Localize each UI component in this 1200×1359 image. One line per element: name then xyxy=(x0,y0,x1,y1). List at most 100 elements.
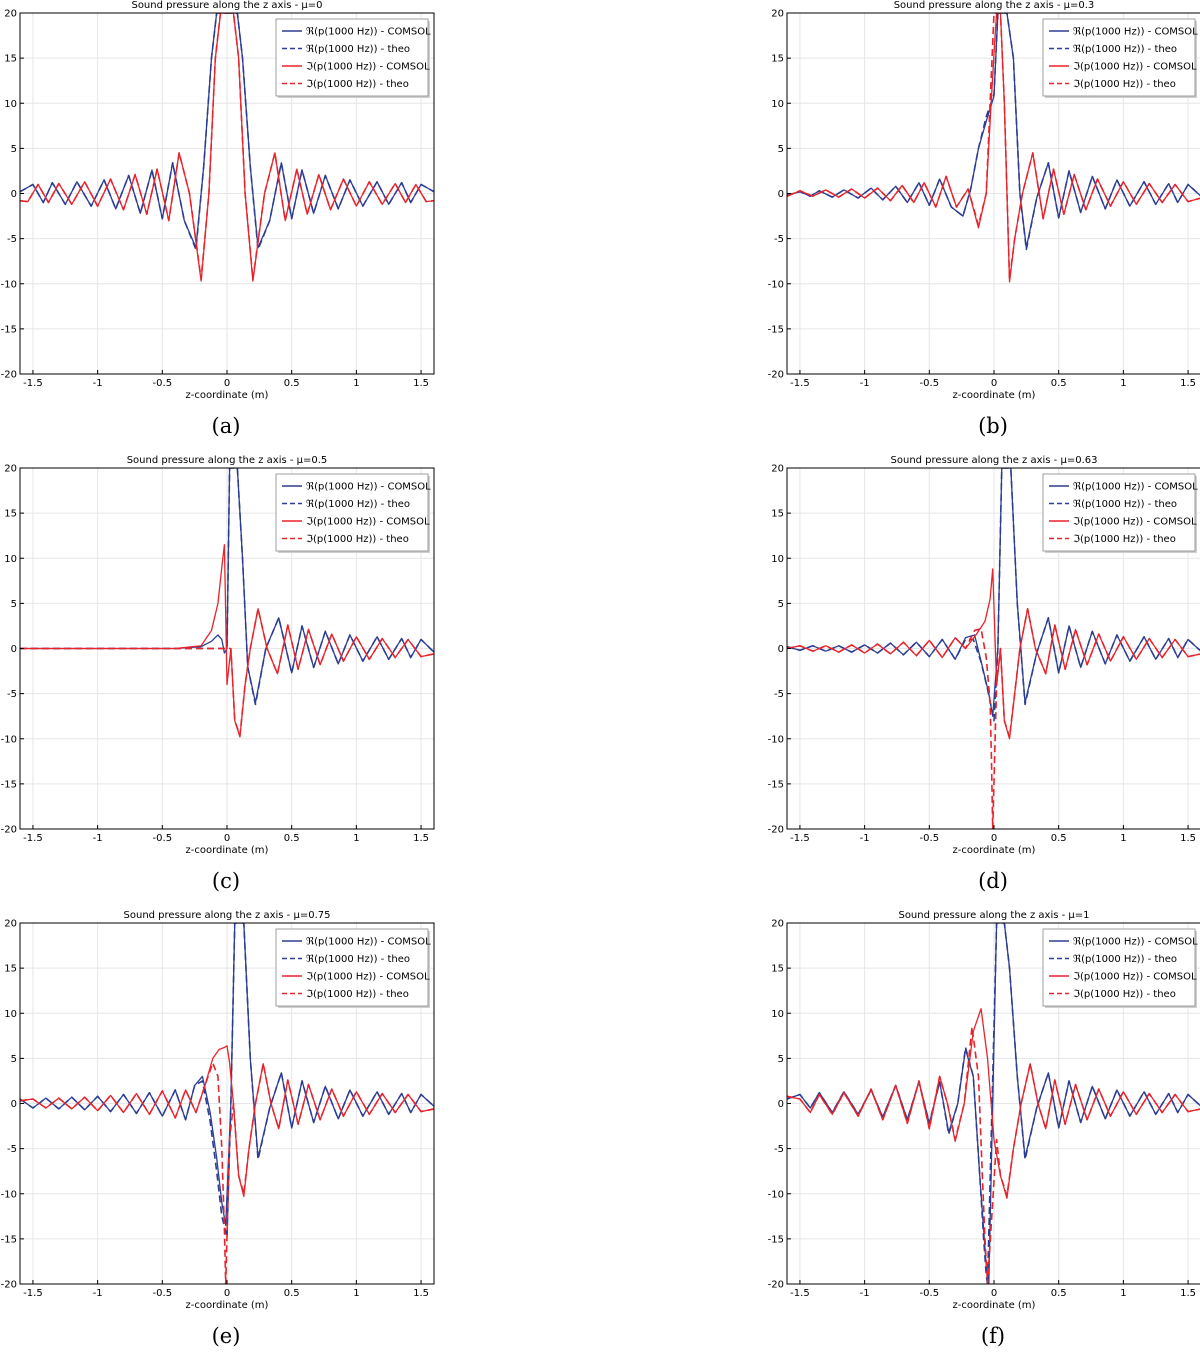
legend: ℜ(p(1000 Hz)) - COMSOL ℜ(p(1000 Hz)) - th… xyxy=(1042,928,1198,1008)
panel-caption: (f) xyxy=(981,1324,1005,1348)
x-tick-label: 1.5 xyxy=(1180,1288,1196,1299)
chart-title: Sound pressure along the z axis - μ=0.3 xyxy=(894,0,1095,11)
x-tick-label: 0.5 xyxy=(1051,833,1067,844)
legend-entry: ℑ(p(1000 Hz)) - theo xyxy=(1073,989,1176,1000)
x-axis-label: z-coordinate (m) xyxy=(953,845,1036,856)
x-tick-label: -1 xyxy=(860,833,870,844)
legend-entry: ℜ(p(1000 Hz)) - theo xyxy=(306,954,410,965)
x-tick-label: 0 xyxy=(224,1288,230,1299)
y-tick-label: 15 xyxy=(4,54,17,65)
legend-entry: ℜ(p(1000 Hz)) - theo xyxy=(1073,954,1177,965)
x-tick-label: -1.5 xyxy=(790,833,810,844)
x-tick-label: 0.5 xyxy=(284,833,300,844)
y-tick-label: -20 xyxy=(1,370,17,381)
y-tick-label: 20 xyxy=(4,919,17,930)
x-tick-label: -1 xyxy=(860,1288,870,1299)
y-tick-label: 0 xyxy=(11,644,17,655)
y-tick-label: -10 xyxy=(768,734,784,745)
x-tick-label: -0.5 xyxy=(153,378,173,389)
y-tick-label: 0 xyxy=(778,189,784,200)
chart-title: Sound pressure along the z axis - μ=0.5 xyxy=(127,455,328,466)
x-tick-label: 0.5 xyxy=(1051,1288,1067,1299)
y-tick-label: -5 xyxy=(7,234,17,245)
series-group xyxy=(20,13,434,282)
y-tick-label: 10 xyxy=(4,1009,17,1020)
y-tick-label: 10 xyxy=(771,99,784,110)
legend-entry: ℑ(p(1000 Hz)) - COMSOL xyxy=(1073,62,1197,73)
y-tick-label: 5 xyxy=(11,599,17,610)
legend-entry: ℑ(p(1000 Hz)) - theo xyxy=(1073,534,1176,545)
x-tick-label: 1.5 xyxy=(1180,378,1196,389)
y-tick-label: -10 xyxy=(1,734,17,745)
y-tick-label: 5 xyxy=(11,1054,17,1065)
x-tick-label: -0.5 xyxy=(153,1288,173,1299)
y-tick-label: -15 xyxy=(1,324,17,335)
legend-entry: ℑ(p(1000 Hz)) - COMSOL xyxy=(1073,517,1197,528)
panel-caption: (e) xyxy=(212,1324,241,1348)
series-line-3 xyxy=(787,1025,1200,1284)
x-axis-label: z-coordinate (m) xyxy=(186,845,269,856)
y-tick-label: 0 xyxy=(11,1099,17,1110)
legend-entry: ℑ(p(1000 Hz)) - COMSOL xyxy=(1073,972,1197,983)
y-tick-label: -15 xyxy=(768,779,784,790)
series-line-3 xyxy=(20,607,434,736)
x-axis-label: z-coordinate (m) xyxy=(953,1300,1036,1311)
y-tick-label: -15 xyxy=(1,1234,17,1245)
legend-entry: ℑ(p(1000 Hz)) - COMSOL xyxy=(306,972,430,983)
x-tick-label: -1.5 xyxy=(23,378,43,389)
y-tick-label: -10 xyxy=(768,1189,784,1200)
series-group xyxy=(20,468,434,738)
legend-entry: ℜ(p(1000 Hz)) - theo xyxy=(1073,44,1177,55)
x-tick-label: -0.5 xyxy=(920,378,940,389)
y-tick-label: -20 xyxy=(768,825,784,836)
y-tick-label: -5 xyxy=(7,1144,17,1155)
series-line-3 xyxy=(787,607,1200,829)
legend-entry: ℑ(p(1000 Hz)) - theo xyxy=(306,79,409,90)
legend-entry: ℜ(p(1000 Hz)) - COMSOL xyxy=(306,27,431,38)
x-tick-label: 1.5 xyxy=(1180,833,1196,844)
x-tick-label: 1 xyxy=(1120,1288,1126,1299)
legend-entry: ℑ(p(1000 Hz)) - theo xyxy=(306,534,409,545)
y-tick-label: 20 xyxy=(771,464,784,475)
x-tick-label: 0 xyxy=(224,833,230,844)
chart-title: Sound pressure along the z axis - μ=0 xyxy=(131,0,322,11)
x-tick-label: 0 xyxy=(224,378,230,389)
chart-title: Sound pressure along the z axis - μ=0.75 xyxy=(124,910,331,921)
x-tick-label: 0 xyxy=(991,1288,997,1299)
chart-panel-f: -1.5 -1 -0.5 0 0.5 1 1.5 -20 -15 -10 -5 0 5 10 15 20 Sou… xyxy=(768,910,1200,1348)
x-axis-label: z-coordinate (m) xyxy=(186,390,269,401)
chart-title: Sound pressure along the z axis - μ=0.63 xyxy=(891,455,1098,466)
legend-entry: ℜ(p(1000 Hz)) - COMSOL xyxy=(1073,27,1198,38)
x-tick-label: -1 xyxy=(93,1288,103,1299)
y-tick-label: -15 xyxy=(768,324,784,335)
legend: ℜ(p(1000 Hz)) - COMSOL ℜ(p(1000 Hz)) - th… xyxy=(1042,18,1198,98)
panel-caption: (d) xyxy=(978,869,1008,893)
series-group xyxy=(787,468,1200,829)
x-tick-label: -1.5 xyxy=(790,378,810,389)
y-tick-label: -5 xyxy=(774,1144,784,1155)
legend-entry: ℜ(p(1000 Hz)) - theo xyxy=(1073,499,1177,510)
x-tick-label: 0.5 xyxy=(284,1288,300,1299)
panel-caption: (b) xyxy=(978,414,1008,438)
y-tick-label: 5 xyxy=(778,599,784,610)
x-axis-label: z-coordinate (m) xyxy=(186,1300,269,1311)
x-tick-label: 1 xyxy=(353,378,359,389)
chart-panel-e: -1.5 -1 -0.5 0 0.5 1 1.5 -20 -15 -10 -5 0 5 10 15 20 Sou… xyxy=(1,910,435,1348)
y-tick-label: 10 xyxy=(4,99,17,110)
chart-panel-b: -1.5 -1 -0.5 0 0.5 1 1.5 -20 -15 -10 -5 0 5 10 15 20 Sou… xyxy=(768,0,1200,438)
y-tick-label: 20 xyxy=(771,9,784,20)
y-tick-label: -5 xyxy=(7,689,17,700)
x-tick-label: 1.5 xyxy=(413,833,429,844)
legend: ℜ(p(1000 Hz)) - COMSOL ℜ(p(1000 Hz)) - th… xyxy=(275,473,431,553)
y-tick-label: 15 xyxy=(771,964,784,975)
x-tick-label: 0.5 xyxy=(284,378,300,389)
legend-entry: ℜ(p(1000 Hz)) - COMSOL xyxy=(306,482,431,493)
chart-panel-a: -1.5 -1 -0.5 0 0.5 1 1.5 -20 -15 -10 -5 0 5 10 15 20 Sou… xyxy=(1,0,435,438)
y-tick-label: -5 xyxy=(774,234,784,245)
x-tick-label: 0.5 xyxy=(1051,378,1067,389)
y-tick-label: 10 xyxy=(771,554,784,565)
x-tick-label: 0 xyxy=(991,378,997,389)
series-group xyxy=(20,923,434,1284)
series-group xyxy=(787,13,1200,283)
x-tick-label: 1.5 xyxy=(413,378,429,389)
